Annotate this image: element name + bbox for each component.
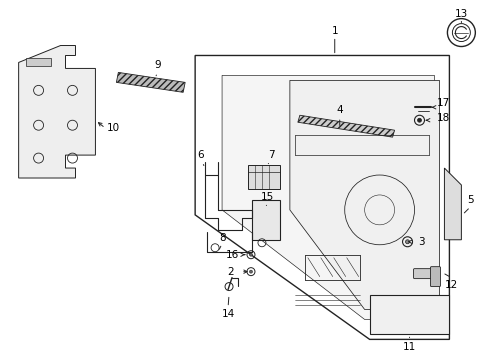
Text: 15: 15: [261, 192, 274, 202]
Text: 13: 13: [454, 9, 467, 19]
FancyBboxPatch shape: [25, 58, 50, 67]
Circle shape: [249, 270, 252, 273]
Text: 4: 4: [336, 105, 343, 115]
Polygon shape: [289, 80, 439, 310]
Circle shape: [249, 253, 252, 256]
Text: 14: 14: [221, 310, 234, 319]
Polygon shape: [19, 45, 95, 178]
Text: 9: 9: [154, 60, 160, 71]
Text: 10: 10: [106, 123, 120, 133]
Circle shape: [417, 118, 421, 122]
Polygon shape: [116, 72, 185, 92]
FancyBboxPatch shape: [247, 165, 279, 189]
Text: 2: 2: [227, 267, 234, 276]
Text: 17: 17: [436, 98, 449, 108]
Text: 5: 5: [466, 195, 473, 205]
Polygon shape: [297, 115, 394, 137]
Text: 6: 6: [196, 150, 203, 160]
Text: 7: 7: [267, 150, 274, 160]
Text: 8: 8: [218, 233, 225, 243]
Text: 12: 12: [444, 280, 457, 289]
Text: 18: 18: [436, 113, 449, 123]
Polygon shape: [222, 75, 433, 319]
FancyBboxPatch shape: [429, 267, 440, 287]
FancyBboxPatch shape: [369, 294, 448, 334]
Text: 3: 3: [417, 237, 424, 247]
Circle shape: [405, 240, 408, 244]
Text: 1: 1: [331, 26, 337, 36]
FancyBboxPatch shape: [251, 200, 279, 240]
Text: 11: 11: [402, 342, 415, 352]
FancyBboxPatch shape: [413, 269, 432, 279]
Polygon shape: [444, 168, 461, 240]
Text: 16: 16: [225, 250, 238, 260]
